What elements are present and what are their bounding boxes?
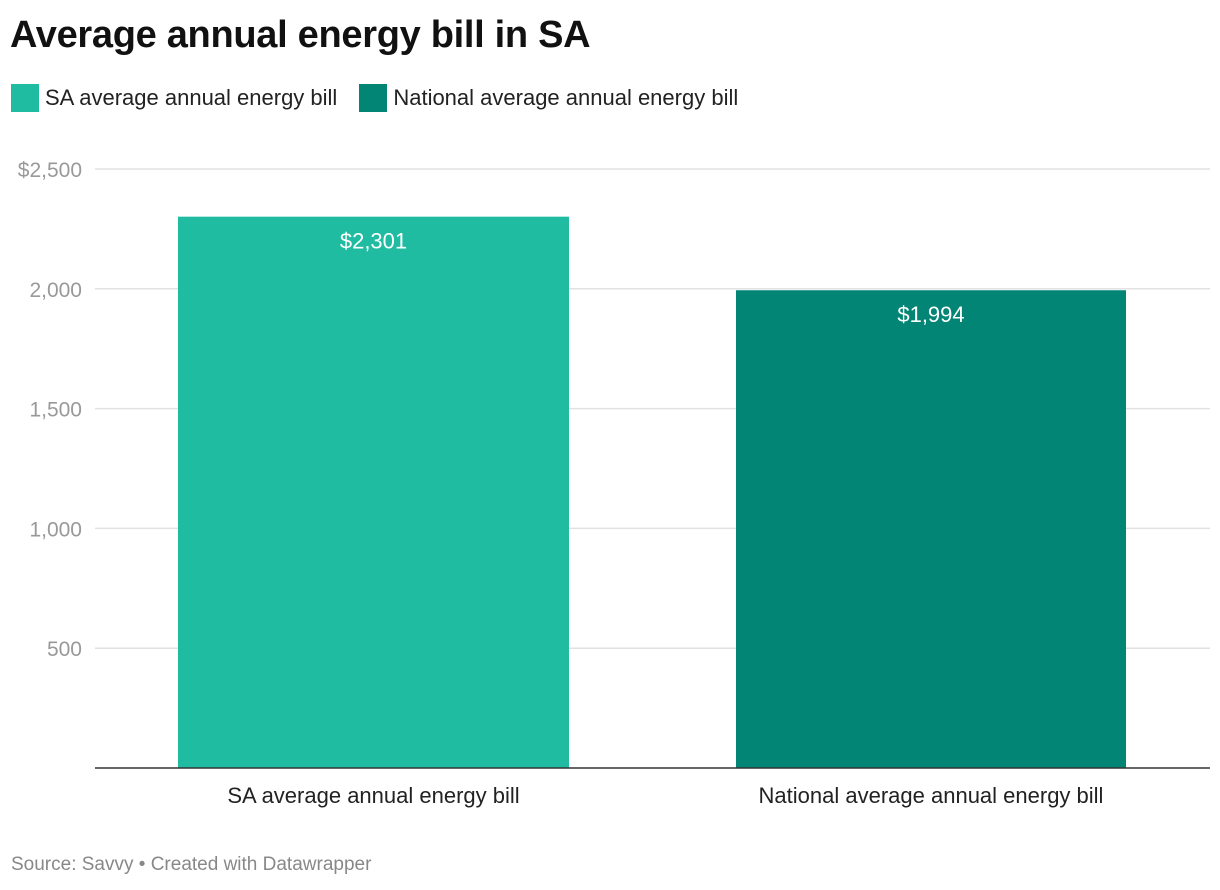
legend-label: National average annual energy bill bbox=[393, 85, 739, 110]
y-tick-label: 1,500 bbox=[29, 399, 82, 422]
y-tick-label: 1,000 bbox=[29, 518, 82, 541]
legend-label: SA average annual energy bill bbox=[45, 85, 338, 110]
legend-item-sa: SA average annual energy bill bbox=[11, 84, 337, 112]
legend-item-national: National average annual energy bill bbox=[359, 84, 738, 112]
bar bbox=[736, 290, 1126, 768]
x-tick-label: National average annual energy bill bbox=[759, 783, 1104, 808]
data-label: $1,994 bbox=[897, 302, 964, 327]
chart-title: Average annual energy bill in SA bbox=[10, 14, 591, 56]
source-note: Source: Savvy • Created with Datawrapper bbox=[11, 854, 372, 875]
data-label: $2,301 bbox=[340, 229, 407, 254]
legend: SA average annual energy bill National a… bbox=[11, 84, 760, 112]
y-tick-label: $2,500 bbox=[18, 159, 82, 182]
bar bbox=[178, 216, 569, 768]
legend-swatch bbox=[359, 84, 388, 112]
y-tick-label: 2,000 bbox=[29, 279, 82, 302]
legend-swatch bbox=[11, 84, 39, 112]
y-tick-label: 500 bbox=[47, 638, 82, 661]
x-tick-label: SA average annual energy bill bbox=[227, 783, 519, 808]
